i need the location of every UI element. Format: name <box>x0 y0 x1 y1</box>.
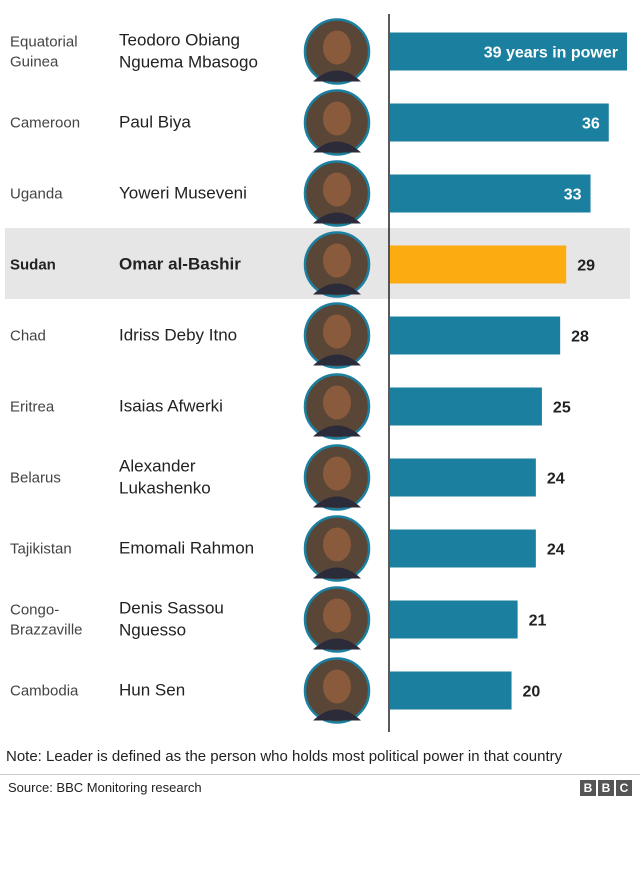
value-label: 24 <box>547 542 565 559</box>
logo-letter: B <box>580 780 596 796</box>
value-label: 39 years in power <box>484 45 618 62</box>
bar <box>390 245 567 284</box>
country-label: Cameroon <box>10 115 80 132</box>
leaders-bar-chart: Equatorial Guinea Teodoro Obiang Nguema Mba… <box>5 14 630 732</box>
portrait-face <box>323 172 351 207</box>
portrait-shoulders <box>313 425 361 437</box>
leader-name: Hun Sen <box>119 681 185 700</box>
country-label: Tajikistan <box>10 541 72 558</box>
portrait-face <box>323 598 351 633</box>
bar <box>390 174 591 213</box>
leader-name: Isaias Afwerki <box>119 397 223 416</box>
portrait-face <box>323 669 351 704</box>
logo-letter: B <box>598 780 614 796</box>
portrait-face <box>323 456 351 491</box>
value-label: 33 <box>564 187 582 204</box>
leader-name: Idriss Deby Itno <box>119 326 237 345</box>
footer-divider <box>0 774 640 775</box>
value-label: 29 <box>577 258 595 275</box>
value-label: 25 <box>553 400 571 417</box>
country-label: Equatorial Guinea <box>10 34 78 71</box>
country-label: Cambodia <box>10 683 79 700</box>
chart-source: Source: BBC Monitoring research <box>8 780 202 795</box>
leader-name: Denis Sassou Nguesso <box>119 599 224 640</box>
bar <box>390 32 627 71</box>
leader-name: Alexander Lukashenko <box>119 457 211 498</box>
portrait-shoulders <box>313 709 361 721</box>
country-label: Belarus <box>10 470 61 487</box>
chart-note: Note: Leader is defined as the person wh… <box>6 748 563 765</box>
country-label: Uganda <box>10 186 63 203</box>
bar <box>390 671 512 710</box>
bar <box>390 458 536 497</box>
leader-name: Emomali Rahmon <box>119 539 254 558</box>
country-label: Sudan <box>10 257 56 274</box>
country-label: Congo-Brazzaville <box>10 602 83 639</box>
country-label: Eritrea <box>10 399 55 416</box>
leader-name: Yoweri Museveni <box>119 184 247 203</box>
bar <box>390 387 542 426</box>
portrait-shoulders <box>313 638 361 650</box>
logo-letter: C <box>616 780 632 796</box>
portrait-shoulders <box>313 212 361 224</box>
value-label: 36 <box>582 116 600 133</box>
bbc-logo: B B C <box>580 780 632 796</box>
portrait-shoulders <box>313 141 361 153</box>
portrait-face <box>323 527 351 562</box>
value-label: 21 <box>529 613 547 630</box>
leader-name: Paul Biya <box>119 113 191 132</box>
portrait-shoulders <box>313 354 361 366</box>
portrait-shoulders <box>313 283 361 295</box>
value-label: 28 <box>571 329 589 346</box>
portrait-face <box>323 385 351 420</box>
value-label: 24 <box>547 471 565 488</box>
portrait-face <box>323 314 351 349</box>
bar <box>390 600 518 639</box>
bar <box>390 316 561 355</box>
bar <box>390 103 609 142</box>
portrait-shoulders <box>313 496 361 508</box>
portrait-face <box>323 101 351 136</box>
value-label: 20 <box>523 684 541 701</box>
leader-name: Teodoro Obiang Nguema Mbasogo <box>119 31 258 72</box>
portrait-face <box>323 243 351 278</box>
leader-name: Omar al-Bashir <box>119 255 241 274</box>
bar <box>390 529 536 568</box>
portrait-shoulders <box>313 567 361 579</box>
portrait-face <box>323 30 351 65</box>
country-label: Chad <box>10 328 46 345</box>
portrait-shoulders <box>313 70 361 82</box>
